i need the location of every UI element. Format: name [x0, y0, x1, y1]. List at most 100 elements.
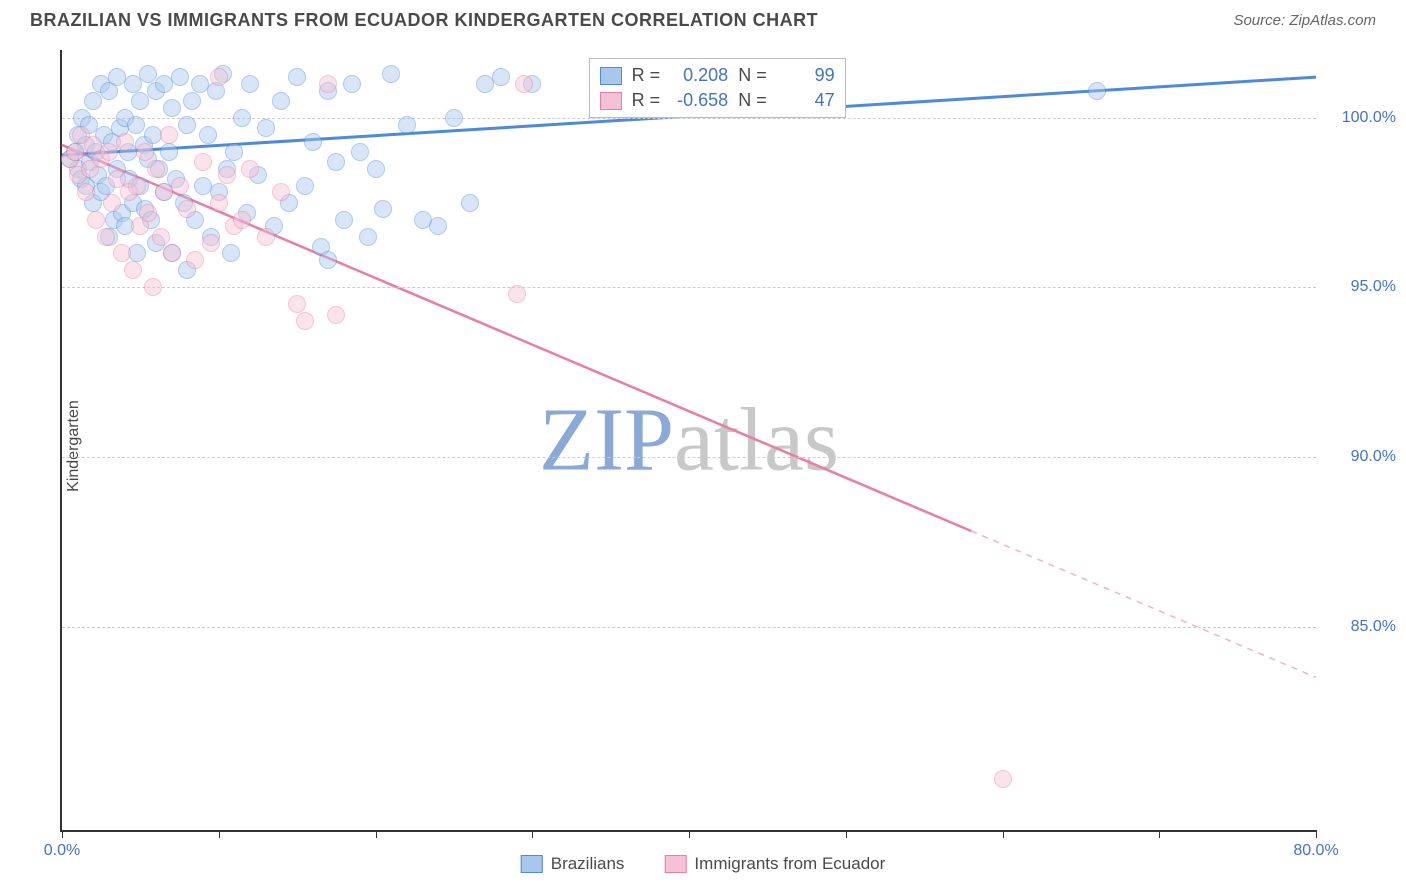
scatter-point	[113, 244, 131, 262]
scatter-point	[124, 261, 142, 279]
y-tick-label: 85.0%	[1351, 618, 1396, 636]
scatter-point	[210, 68, 228, 86]
scatter-point	[233, 109, 251, 127]
scatter-point	[97, 228, 115, 246]
legend-item: Brazilians	[521, 854, 625, 874]
y-tick-label: 90.0%	[1351, 448, 1396, 466]
x-tick	[1003, 830, 1004, 838]
source-attribution: Source: ZipAtlas.com	[1233, 12, 1376, 29]
series-swatch	[600, 92, 622, 110]
x-tick	[689, 830, 690, 838]
scatter-point	[288, 295, 306, 313]
series-swatch	[600, 67, 622, 85]
scatter-point	[515, 75, 533, 93]
stat-r-value: 0.208	[670, 65, 728, 86]
scatter-point	[152, 228, 170, 246]
scatter-point	[194, 153, 212, 171]
scatter-point	[296, 177, 314, 195]
scatter-point	[136, 143, 154, 161]
scatter-point	[171, 177, 189, 195]
scatter-point	[163, 99, 181, 117]
scatter-point	[127, 116, 145, 134]
stats-row: R =0.208N =99	[600, 63, 835, 88]
scatter-point	[128, 177, 146, 195]
scatter-point	[218, 166, 236, 184]
plot-region: ZIPatlas R =0.208N =99R =-0.658N =47 85.…	[60, 50, 1316, 832]
scatter-point	[84, 92, 102, 110]
scatter-point	[288, 68, 306, 86]
scatter-point	[233, 211, 251, 229]
x-tick-label: 80.0%	[1293, 842, 1338, 860]
scatter-point	[461, 194, 479, 212]
scatter-point	[210, 194, 228, 212]
scatter-point	[178, 200, 196, 218]
x-tick	[376, 830, 377, 838]
scatter-point	[319, 75, 337, 93]
scatter-point	[445, 109, 463, 127]
stat-n-value: 99	[777, 65, 835, 86]
scatter-point	[103, 194, 121, 212]
scatter-point	[257, 228, 275, 246]
scatter-point	[183, 92, 201, 110]
scatter-point	[382, 65, 400, 83]
scatter-point	[351, 143, 369, 161]
scatter-point	[359, 228, 377, 246]
x-tick	[1159, 830, 1160, 838]
scatter-point	[199, 126, 217, 144]
scatter-point	[124, 75, 142, 93]
legend-label: Immigrants from Ecuador	[694, 854, 885, 874]
scatter-point	[171, 68, 189, 86]
scatter-point	[139, 204, 157, 222]
x-tick	[62, 830, 63, 838]
scatter-point	[178, 116, 196, 134]
scatter-point	[66, 143, 84, 161]
chart-title: BRAZILIAN VS IMMIGRANTS FROM ECUADOR KIN…	[30, 10, 818, 31]
scatter-point	[202, 234, 220, 252]
scatter-point	[225, 143, 243, 161]
scatter-point	[296, 312, 314, 330]
scatter-point	[222, 244, 240, 262]
scatter-point	[257, 119, 275, 137]
scatter-point	[398, 116, 416, 134]
scatter-point	[163, 244, 181, 262]
scatter-point	[131, 92, 149, 110]
scatter-point	[492, 68, 510, 86]
scatter-point	[144, 278, 162, 296]
stat-n-label: N =	[738, 90, 767, 111]
scatter-point	[327, 153, 345, 171]
legend-swatch	[521, 855, 543, 873]
scatter-point	[87, 211, 105, 229]
scatter-point	[1088, 82, 1106, 100]
x-tick	[1316, 830, 1317, 838]
scatter-point	[100, 143, 118, 161]
scatter-point	[160, 143, 178, 161]
legend-swatch	[664, 855, 686, 873]
scatter-point	[304, 133, 322, 151]
stat-r-label: R =	[632, 65, 661, 86]
scatter-point	[374, 200, 392, 218]
scatter-point	[319, 251, 337, 269]
y-tick-label: 100.0%	[1342, 109, 1396, 127]
gridline	[62, 287, 1316, 288]
scatter-point	[77, 183, 95, 201]
x-tick	[532, 830, 533, 838]
scatter-point	[272, 92, 290, 110]
scatter-point	[343, 75, 361, 93]
scatter-point	[272, 183, 290, 201]
scatter-point	[367, 160, 385, 178]
scatter-point	[160, 126, 178, 144]
scatter-point	[508, 285, 526, 303]
scatter-point	[186, 251, 204, 269]
y-tick-label: 95.0%	[1351, 278, 1396, 296]
scatter-point	[128, 244, 146, 262]
stats-legend-box: R =0.208N =99R =-0.658N =47	[589, 58, 846, 118]
scatter-point	[994, 770, 1012, 788]
chart-area: ZIPatlas R =0.208N =99R =-0.658N =47 85.…	[60, 50, 1316, 832]
stat-n-value: 47	[777, 90, 835, 111]
legend-item: Immigrants from Ecuador	[664, 854, 885, 874]
x-tick	[846, 830, 847, 838]
scatter-point	[241, 160, 259, 178]
x-tick	[219, 830, 220, 838]
gridline	[62, 627, 1316, 628]
legend-bottom: Brazilians Immigrants from Ecuador	[521, 854, 886, 874]
